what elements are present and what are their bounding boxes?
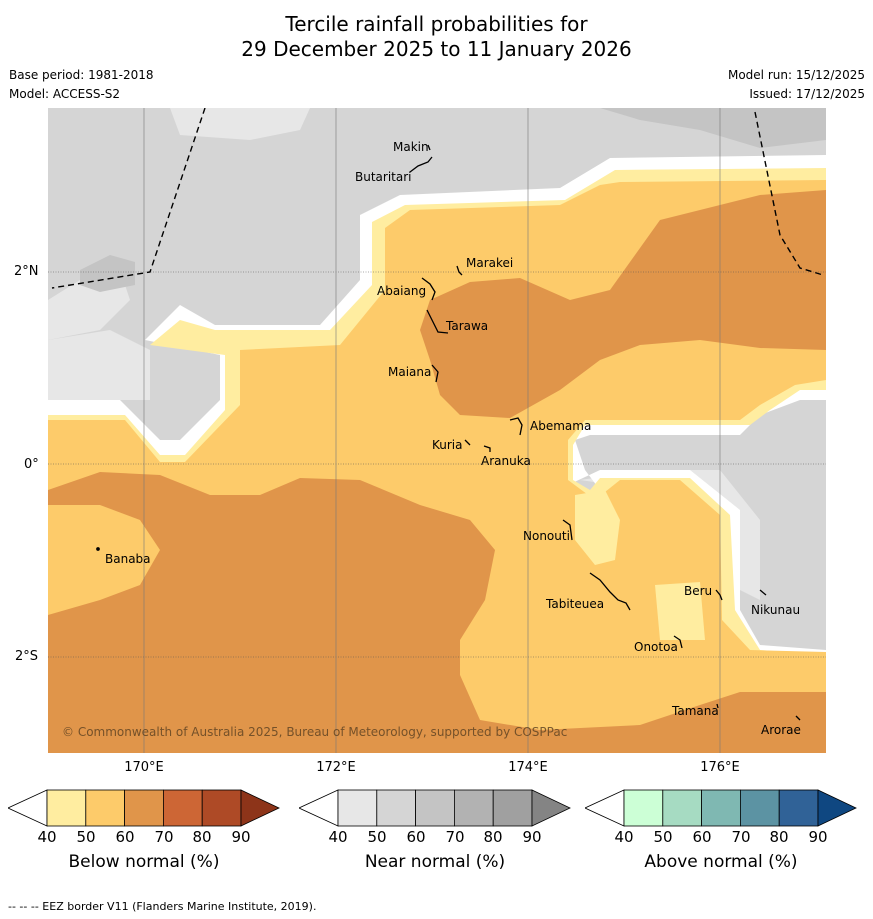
colorbar-extend-high: [240, 789, 280, 827]
colorbar-swatch: [623, 789, 664, 827]
island-label: Onotoa: [634, 640, 678, 654]
lon-label: 170°E: [124, 760, 164, 775]
model-run: Model run: 15/12/2025: [727, 68, 865, 82]
pale-yellow-patch: [575, 490, 620, 565]
map-canvas: Makin Butaritari Marakei Abaiang Tarawa …: [48, 108, 826, 753]
island-label: Kuria: [432, 438, 463, 452]
colorbar-swatches: [298, 789, 571, 827]
colorbar-extend-low: [298, 789, 339, 827]
colorbar-tick: 50: [367, 828, 387, 846]
colorbar-above-normal: 40 50 60 70 80 90 Above normal (%): [584, 788, 857, 878]
colorbar-tick: 70: [154, 828, 174, 846]
eez-border: [51, 108, 824, 289]
island-label: Abemama: [530, 419, 591, 433]
colorbar-swatch: [453, 789, 494, 827]
colorbar-tick: 60: [406, 828, 426, 846]
colorbar-tick: 90: [231, 828, 251, 846]
colorbar-swatch: [415, 789, 455, 827]
colorbar-swatch: [162, 789, 203, 827]
colorbar-label: Near normal (%): [364, 852, 506, 872]
colorbar-label: Above normal (%): [644, 852, 798, 872]
lat-label: 0°: [24, 457, 39, 472]
meta-right: Model run: 15/12/2025 Issued: 17/12/2025: [728, 66, 865, 104]
colorbar-swatch: [778, 789, 819, 827]
colorbar-swatch: [85, 789, 126, 827]
copyright-text: © Commonwealth of Australia 2025, Bureau…: [62, 725, 567, 739]
title-line-2: 29 December 2025 to 11 January 2026: [241, 37, 632, 61]
island-shapes: [96, 144, 801, 721]
colorbar-near-normal: 40 50 60 70 80 90 Near normal (%): [298, 788, 571, 878]
colorbar-tick: 90: [522, 828, 542, 846]
colorbar-tick: 50: [653, 828, 673, 846]
colorbar-swatch: [492, 789, 533, 827]
light-grey-region: [580, 470, 760, 600]
island-label: Abaiang: [377, 284, 426, 298]
lon-label: 174°E: [508, 760, 548, 775]
colorbar-swatch: [124, 789, 164, 827]
dark-grey-region: [600, 108, 826, 148]
colorbar-tick: 70: [445, 828, 465, 846]
issued-date: Issued: 17/12/2025: [749, 87, 865, 101]
island-label: Nonouti: [523, 529, 570, 543]
meta-left: Base period: 1981-2018 Model: ACCESS-S2: [9, 66, 154, 104]
lat-label: 2°S: [15, 649, 39, 664]
orange-region-south: [48, 472, 826, 753]
model-name: Model: ACCESS-S2: [9, 87, 121, 101]
colorbar-swatch: [739, 789, 780, 827]
colorbar-tick: 80: [483, 828, 503, 846]
colorbar-tick: 60: [115, 828, 135, 846]
pale-yellow-patch: [655, 582, 705, 640]
island-label: Tamana: [671, 704, 719, 718]
title-line-1: Tercile rainfall probabilities for: [285, 12, 588, 36]
colorbar-extend-high: [531, 789, 571, 827]
colorbar-swatch: [201, 789, 242, 827]
island-label: Banaba: [105, 552, 151, 566]
lat-label: 2°N: [14, 264, 39, 279]
eez-footer-note: -- -- -- EEZ border V11 (Flanders Marine…: [8, 900, 317, 913]
graticule: [48, 108, 826, 753]
colorbar-extend-low: [584, 789, 625, 827]
island-label: Beru: [684, 584, 712, 598]
colorbar-swatch: [662, 789, 703, 827]
colorbar-below-normal: 40 50 60 70 80 90 Below normal (%): [7, 788, 280, 878]
island-label: Tarawa: [445, 319, 488, 333]
colorbar-extend-low: [7, 789, 48, 827]
lon-label: 172°E: [316, 760, 356, 775]
colorbar-tick: 70: [731, 828, 751, 846]
dark-grey-region: [80, 255, 135, 292]
island-label: Butaritari: [355, 170, 412, 184]
colorbar-label: Below normal (%): [68, 852, 220, 872]
colorbar-swatch: [376, 789, 417, 827]
colorbar-tick: 80: [769, 828, 789, 846]
base-period: Base period: 1981-2018: [9, 68, 154, 82]
colorbar-extend-high: [817, 789, 857, 827]
light-grey-region: [170, 108, 310, 140]
colorbar-swatches: [7, 789, 280, 827]
island-label: Tabiteuea: [545, 597, 604, 611]
rainfall-map: Makin Butaritari Marakei Abaiang Tarawa …: [48, 108, 826, 753]
island-label: Arorae: [761, 723, 801, 737]
island-label: Nikunau: [751, 603, 800, 617]
colorbar-tick: 40: [37, 828, 57, 846]
island-label: Makin: [393, 140, 429, 154]
colorbar-swatch: [701, 789, 741, 827]
island-label: Maiana: [388, 365, 431, 379]
colorbar-tick: 40: [328, 828, 348, 846]
colorbar-tick: 50: [76, 828, 96, 846]
map-title: Tercile rainfall probabilities for 29 De…: [0, 12, 873, 62]
colorbar-swatches: [584, 789, 857, 827]
island-label: Aranuka: [481, 454, 531, 468]
colorbar-tick: 40: [614, 828, 634, 846]
colorbar-tick: 60: [692, 828, 712, 846]
colorbar-tick: 90: [808, 828, 828, 846]
island-labels: Makin Butaritari Marakei Abaiang Tarawa …: [105, 140, 801, 737]
colorbar-swatch: [46, 789, 87, 827]
light-grey-region: [48, 330, 150, 400]
lon-label: 176°E: [700, 760, 740, 775]
colorbar-tick: 80: [192, 828, 212, 846]
colorbar-swatch: [337, 789, 378, 827]
orange-region-north: [420, 190, 826, 418]
island-label: Marakei: [466, 256, 513, 270]
